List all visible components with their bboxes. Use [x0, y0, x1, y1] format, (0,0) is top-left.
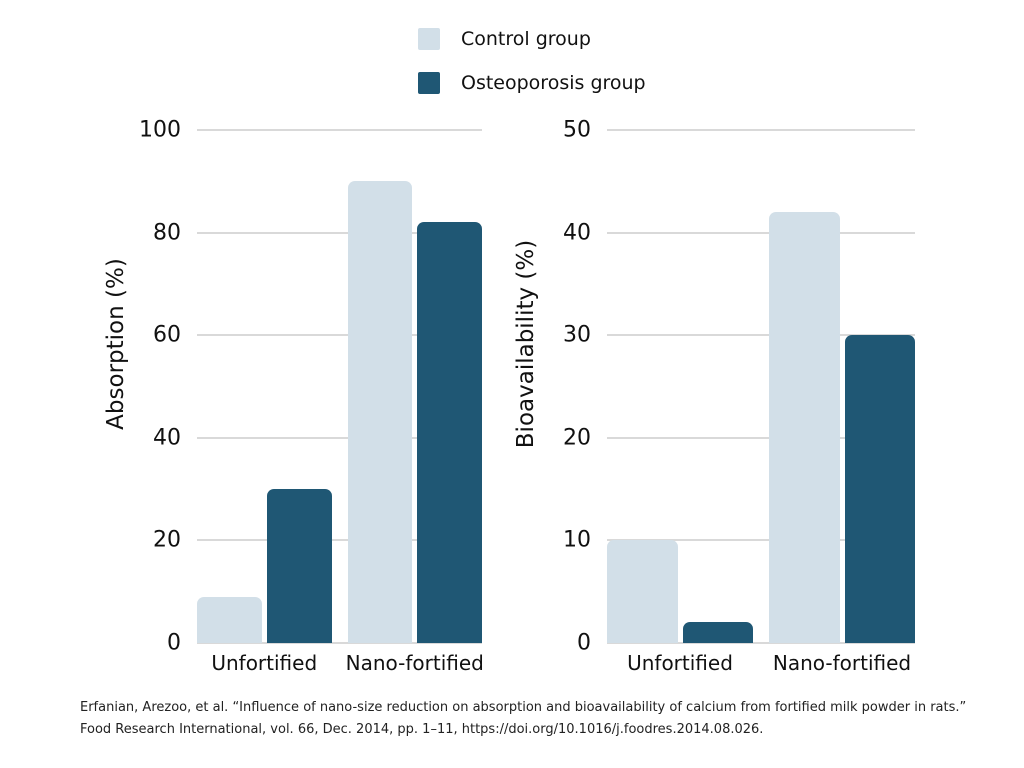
bioavailability-plot-area: 0 10 20 30 40 50 [563, 118, 915, 656]
absorption-ylabel-box: Absorption (%) [99, 87, 133, 600]
source-citation: Erfanian, Arezoo, et al. “Influence of n… [80, 697, 980, 740]
legend-label-control: Control group [461, 28, 591, 50]
bioavailability-chart: Bioavailability (%) 0 10 20 30 40 50 Unfortif… [513, 118, 915, 675]
absorption-y-axis-label: Absorption (%) [103, 257, 129, 430]
citation-line-1: Erfanian, Arezoo, et al. “Influence of n… [80, 700, 967, 715]
bar-nano-fortified-osteoporosis-group [844, 335, 915, 643]
y-tick-label-40: 40 [153, 425, 181, 451]
bar-nano-fortified-osteoporosis-group [417, 222, 482, 643]
gridline-50 [607, 129, 915, 131]
gridline-0 [197, 642, 482, 644]
bar-unfortified-osteoporosis-group [682, 622, 753, 643]
x-category-label-nano-fortified: Nano-fortified [345, 651, 484, 675]
bar-nano-fortified-control-group [769, 212, 840, 643]
gridline-30 [607, 334, 915, 337]
gridline-20 [197, 539, 482, 542]
x-category-label-unfortified: Unfortified [211, 651, 318, 675]
x-category-label-unfortified: Unfortified [627, 651, 733, 675]
bar-unfortified-control-group [197, 596, 262, 643]
absorption-plot-area: 0 20 40 60 80 100 [139, 118, 482, 656]
gridline-0 [607, 642, 915, 644]
legend-swatch-osteoporosis-icon [418, 72, 440, 94]
absorption-chart: Absorption (%) 0 20 40 60 80 100 Unfortified N… [103, 118, 484, 676]
bioavailability-y-axis-label: Bioavailability (%) [513, 239, 539, 448]
bioavailability-ylabel-box: Bioavailability (%) [509, 87, 543, 600]
legend-swatch-control-icon [418, 28, 440, 50]
gridline-60 [197, 334, 482, 337]
bar-unfortified-control-group [607, 540, 678, 643]
gridline-10 [607, 539, 915, 542]
y-tick-label-30: 30 [563, 322, 591, 348]
gridline-40 [197, 436, 482, 439]
bioavailability-x-axis-labels: Unfortified Nano-fortified [607, 651, 915, 681]
gridline-80 [197, 231, 482, 234]
y-tick-label-10: 10 [563, 527, 591, 553]
y-tick-label-20: 20 [153, 527, 181, 553]
y-tick-label-0: 0 [167, 630, 181, 656]
x-category-label-nano-fortified: Nano-fortified [772, 651, 912, 675]
gridline-40 [607, 231, 915, 234]
bar-unfortified-osteoporosis-group [266, 489, 332, 643]
y-tick-label-0: 0 [577, 630, 591, 656]
bar-nano-fortified-control-group [347, 181, 413, 643]
legend-label-osteoporosis: Osteoporosis group [461, 72, 646, 94]
absorption-x-axis-labels: Unfortified Nano-fortified [197, 651, 484, 681]
y-tick-label-80: 80 [153, 220, 181, 246]
y-tick-label-40: 40 [563, 220, 591, 246]
gridline-100 [197, 129, 482, 131]
y-tick-label-20: 20 [563, 425, 591, 451]
y-tick-label-50: 50 [563, 117, 591, 143]
gridline-20 [607, 436, 915, 439]
chart-legend: Control group Osteoporosis group [418, 28, 646, 116]
legend-item-control: Control group [418, 28, 646, 50]
legend-item-osteoporosis: Osteoporosis group [418, 72, 646, 94]
y-tick-label-100: 100 [139, 117, 181, 143]
y-tick-label-60: 60 [153, 322, 181, 348]
citation-line-2: Food Research International, vol. 66, De… [80, 721, 764, 737]
